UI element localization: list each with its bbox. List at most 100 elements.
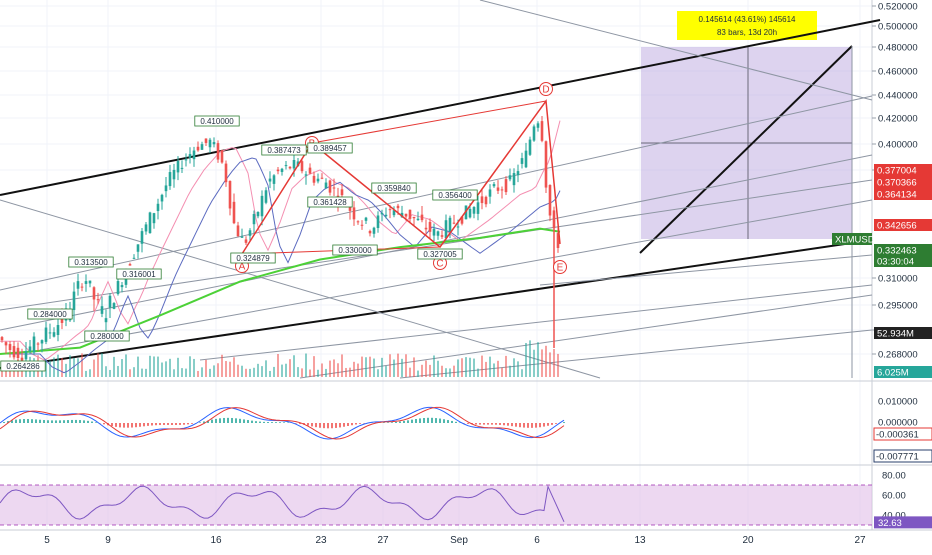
- hl-label-11: 0.264286: [6, 362, 40, 371]
- candle-body-26: [105, 318, 108, 322]
- volume-bar-139: [557, 354, 559, 377]
- macd-hist-536: [535, 423, 537, 428]
- candle-body-118: [473, 207, 476, 214]
- volume-bar-97: [389, 354, 391, 377]
- time-tick-4: 27: [377, 535, 389, 546]
- macd-hist-544: [543, 423, 545, 427]
- candle-body-19: [77, 281, 80, 289]
- volume-bar-36: [145, 369, 147, 377]
- macd-hist-180: [179, 423, 181, 425]
- volume-bar-126: [505, 356, 507, 377]
- volume-bar-85: [341, 354, 343, 377]
- candle-body-76: [305, 174, 308, 175]
- candle-body-46: [185, 159, 188, 160]
- candle-body-134: [537, 123, 540, 127]
- volume-bar-91: [365, 357, 367, 377]
- macd-hist-452: [451, 421, 453, 423]
- volume-bar-133: [533, 350, 535, 377]
- price-tick-1: 0.500000: [878, 22, 918, 33]
- macd-hist-144: [143, 423, 145, 426]
- macd-hist-400: [399, 422, 401, 423]
- volume-bar-123: [493, 363, 495, 377]
- macd-hist-420: [419, 418, 421, 423]
- macd-hist-532: [531, 423, 533, 428]
- rsi-tick-0: 80.00: [882, 471, 906, 482]
- candle-body-66: [265, 190, 268, 202]
- candle-body-93: [373, 228, 376, 234]
- volume-bar-48: [193, 359, 195, 377]
- hl-label-0: 0.410000: [200, 117, 234, 126]
- macd-hist-28: [27, 419, 29, 423]
- volume-bar-68: [273, 367, 275, 377]
- candle-body-37: [149, 212, 152, 233]
- macd-hist-36: [35, 419, 37, 423]
- macd-hist-284: [283, 422, 285, 423]
- candle-body-96: [385, 215, 388, 216]
- candle-body-63: [253, 214, 256, 224]
- candle-body-83: [333, 187, 336, 188]
- volume-bar-107: [429, 365, 431, 377]
- macd-hist-424: [423, 418, 425, 423]
- macd-hist-360: [359, 423, 361, 424]
- price-tick-6: 0.400000: [878, 140, 918, 151]
- macd-hist-504: [503, 423, 505, 425]
- candle-body-136: [545, 141, 548, 187]
- volume-bar-25: [101, 353, 103, 377]
- macd-hist-216: [215, 419, 217, 423]
- macd-hist-352: [351, 423, 353, 425]
- candle-body-130: [521, 158, 524, 164]
- candle-body-114: [457, 226, 460, 227]
- volume-bar-121: [485, 362, 487, 377]
- rsi-band: [0, 485, 872, 525]
- time-tick-1: 9: [105, 535, 111, 546]
- macd-hist-44: [43, 420, 45, 423]
- macd-hist-24: [23, 419, 25, 423]
- volume-bar-86: [345, 368, 347, 377]
- macd-hist-344: [343, 423, 345, 427]
- macd-hist-188: [187, 423, 189, 424]
- hl-label-8: 0.316001: [122, 270, 156, 279]
- volume-bar-115: [461, 358, 463, 377]
- volume-bar-23: [93, 360, 95, 377]
- candle-body-49: [197, 147, 200, 151]
- macd-tag-1: -0.007771: [876, 452, 919, 463]
- macd-hist-96: [95, 422, 97, 423]
- volume-bar-63: [253, 368, 255, 377]
- macd-hist-264: [263, 422, 265, 423]
- volume-bar-24: [97, 353, 99, 377]
- candle-body-39: [157, 204, 160, 211]
- volume-bar-14: [57, 355, 59, 377]
- volume-bar-136: [545, 346, 547, 377]
- macd-hist-436: [435, 418, 437, 423]
- candle-body-99: [397, 206, 400, 208]
- macd-hist-348: [347, 423, 349, 426]
- volume-bar-129: [517, 361, 519, 377]
- macd-hist-148: [147, 423, 149, 426]
- hl-label-12: 0.330000: [338, 246, 372, 255]
- volume-bar-62: [249, 369, 251, 377]
- volume-bar-104: [417, 371, 419, 377]
- hl-label-7: 0.313500: [74, 258, 108, 267]
- candle-body-132: [529, 140, 532, 155]
- macd-hist-160: [159, 423, 161, 425]
- volume-bar-98: [393, 360, 395, 377]
- hl-label-2: 0.389457: [313, 144, 347, 153]
- candle-body-51: [205, 139, 208, 143]
- macd-hist-4: [3, 422, 5, 423]
- macd-hist-396: [395, 422, 397, 423]
- macd-hist-476: [475, 423, 477, 425]
- volume-bar-88: [353, 362, 355, 377]
- volume-bar-135: [541, 349, 543, 377]
- candle-body-120: [481, 196, 484, 203]
- volume-bar-28: [113, 357, 115, 377]
- candle-body-4: [17, 348, 20, 358]
- price-tick-11: 0.268000: [878, 350, 918, 361]
- macd-hist-20: [19, 419, 21, 423]
- volume-bar-82: [329, 361, 331, 377]
- candle-body-94: [377, 215, 380, 228]
- macd-hist-492: [491, 423, 493, 425]
- volume-bar-95: [381, 358, 383, 377]
- pattern-point-label-E: E: [557, 263, 564, 274]
